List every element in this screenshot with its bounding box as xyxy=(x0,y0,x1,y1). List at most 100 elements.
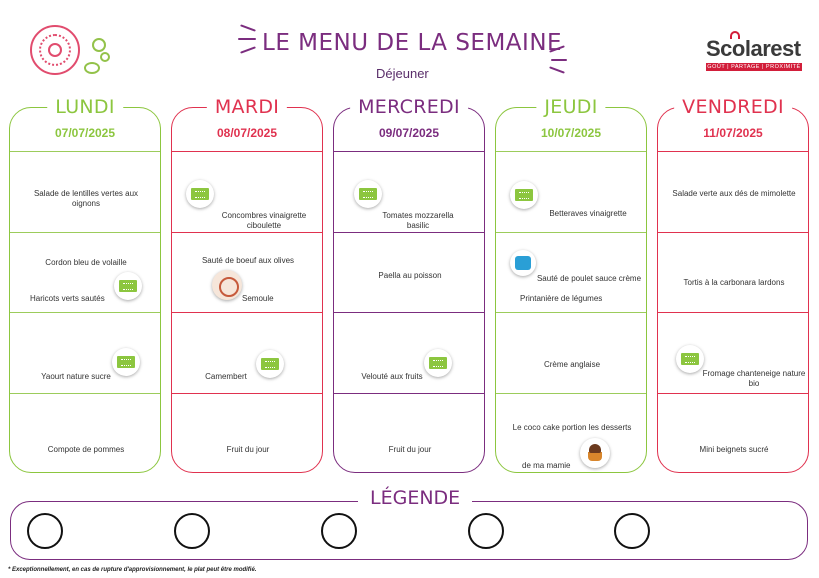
brand-tagline: GOÛT | PARTAGE | PROXIMITÉ xyxy=(706,63,802,71)
day-name: LUNDI xyxy=(47,96,123,118)
label-rouge-icon xyxy=(212,270,242,300)
dish-side: Printanière de légumes xyxy=(520,294,603,303)
dish-side: Semoule xyxy=(242,294,274,303)
day-date: 11/07/2025 xyxy=(703,126,763,140)
menu-item: Crème anglaise xyxy=(496,312,646,393)
bio-icon xyxy=(424,349,452,377)
bio-icon xyxy=(676,345,704,373)
brand-logo: Scolarest xyxy=(706,36,801,61)
legend-circle xyxy=(174,513,210,549)
dish-side: Haricots verts sautés xyxy=(30,294,105,303)
bio-icon xyxy=(186,180,214,208)
legend-title: LÉGENDE xyxy=(358,487,473,509)
row-divider xyxy=(10,393,160,394)
legend-box xyxy=(10,501,808,560)
dish-name: Cordon bleu de volaille xyxy=(45,258,127,267)
row-divider xyxy=(172,393,322,394)
bio-icon xyxy=(510,181,538,209)
dish-name: Fruit du jour xyxy=(388,445,432,454)
dish-name: Concombres vinaigrette ciboulette xyxy=(221,211,307,230)
bio-icon xyxy=(256,350,284,378)
menu-item: Mini beignets sucré xyxy=(658,393,808,474)
bleu-blanc-coeur-icon xyxy=(510,250,536,276)
dish-name: Tomates mozzarella basilic xyxy=(382,211,454,230)
bio-icon xyxy=(114,272,142,300)
footnote: * Exceptionnellement, en cas de rupture … xyxy=(8,567,257,573)
legend-circle xyxy=(614,513,650,549)
day-date: 08/07/2025 xyxy=(216,126,278,140)
row-divider xyxy=(334,151,484,152)
dish-name: Mini beignets sucré xyxy=(699,445,769,454)
row-divider xyxy=(658,232,808,233)
dish-name: Camembert xyxy=(205,372,247,381)
dish-name: Crème anglaise xyxy=(543,360,601,369)
dish-name: Betteraves vinaigrette xyxy=(549,209,627,218)
decor-bubble xyxy=(92,38,106,52)
legend-circle xyxy=(27,513,63,549)
title-decor xyxy=(551,59,567,61)
dish-name: Compote de pommes xyxy=(47,445,125,454)
decor-bubble xyxy=(84,62,100,74)
menu-item: Paella au poisson xyxy=(334,232,484,313)
row-divider xyxy=(496,312,646,313)
menu-item: Fruit du jour xyxy=(334,393,484,474)
day-column-mardi: MARDI 08/07/2025 Concombres vinaigrette ci… xyxy=(171,96,323,474)
menu-item: Salade de lentilles vertes aux oignons xyxy=(10,151,160,232)
menu-item: Sauté de poulet sauce crème Printanière d… xyxy=(496,232,646,313)
decor-bubble xyxy=(100,52,110,62)
menu-item: Concombres vinaigrette ciboulette xyxy=(172,151,322,232)
menu-item: Fruit du jour xyxy=(172,393,322,474)
bio-icon xyxy=(354,180,382,208)
dish-name: Velouté aux fruits xyxy=(361,372,423,381)
menu-item: Velouté aux fruits xyxy=(334,312,484,393)
dish-side: de ma mamie xyxy=(522,461,571,470)
row-divider xyxy=(658,393,808,394)
row-divider xyxy=(658,312,808,313)
day-name: JEUDI xyxy=(536,96,606,118)
day-name: MARDI xyxy=(206,96,288,118)
menu-item: Yaourt nature sucre xyxy=(10,312,160,393)
school-logo xyxy=(30,25,80,75)
row-divider xyxy=(334,232,484,233)
row-divider xyxy=(334,312,484,313)
day-date: 07/07/2025 xyxy=(54,126,116,140)
row-divider xyxy=(496,151,646,152)
menu-item: Betteraves vinaigrette xyxy=(496,151,646,232)
row-divider xyxy=(172,312,322,313)
cake-icon xyxy=(580,438,610,468)
dish-name: Salade de lentilles vertes aux oignons xyxy=(33,189,139,208)
day-column-mercredi: MERCREDI 09/07/2025 Tomates mozzarella bas… xyxy=(333,96,485,474)
row-divider xyxy=(658,151,808,152)
day-date: 09/07/2025 xyxy=(378,126,440,140)
dish-name: Sauté de poulet sauce crème xyxy=(536,274,642,283)
dish-name: Yaourt nature sucre xyxy=(41,372,111,381)
dish-name: Tortis à la carbonara lardons xyxy=(683,278,785,287)
page-subtitle: Déjeuner xyxy=(376,66,429,81)
title-decor xyxy=(549,66,565,74)
day-name: MERCREDI xyxy=(350,96,468,118)
row-divider xyxy=(10,151,160,152)
day-name: VENDREDI xyxy=(674,96,792,118)
row-divider xyxy=(172,232,322,233)
day-column-jeudi: JEUDI 10/07/2025 Betteraves vinaigrette Sau… xyxy=(495,96,647,473)
legend-circle xyxy=(321,513,357,549)
row-divider xyxy=(10,312,160,313)
dish-name: Paella au poisson xyxy=(378,271,442,280)
row-divider xyxy=(496,393,646,394)
row-divider xyxy=(334,393,484,394)
menu-item: Salade verte aux dés de mimolette xyxy=(658,151,808,232)
menu-item: Tortis à la carbonara lardons xyxy=(658,232,808,313)
dish-name: Fruit du jour xyxy=(226,445,270,454)
legend-circle xyxy=(468,513,504,549)
menu-item: Sauté de boeuf aux olives Semoule xyxy=(172,232,322,313)
day-column-vendredi: VENDREDI 11/07/2025 Salade verte aux dés d… xyxy=(657,96,809,474)
title-decor xyxy=(240,24,256,32)
dish-name: Le coco cake portion les desserts xyxy=(512,423,632,432)
day-column-lundi: LUNDI 07/07/2025 Salade de lentilles verte… xyxy=(9,96,161,474)
row-divider xyxy=(172,151,322,152)
row-divider xyxy=(10,232,160,233)
menu-item: Compote de pommes xyxy=(10,393,160,474)
brand-mark-icon xyxy=(730,31,740,39)
day-date: 10/07/2025 xyxy=(540,126,602,140)
page-title: LE MENU DE LA SEMAINE xyxy=(262,30,563,56)
